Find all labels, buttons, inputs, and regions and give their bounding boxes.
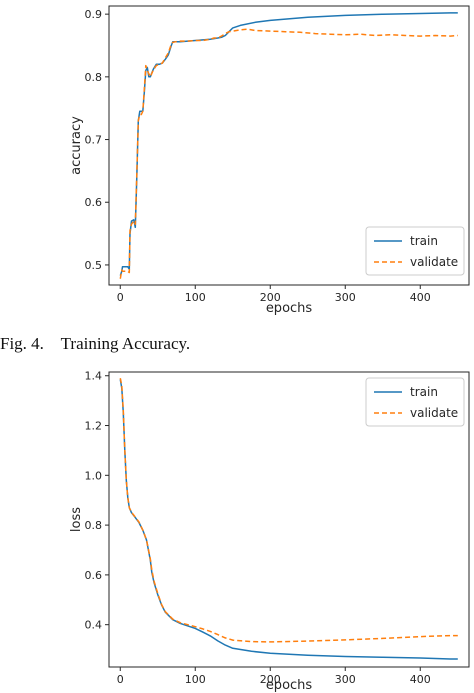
accuracy-ytick-label: 0.5: [85, 259, 103, 272]
loss-ytick-label: 1.4: [85, 370, 103, 383]
loss-axes-frame: [108, 371, 470, 668]
loss-xtick-label: 300: [335, 673, 356, 686]
accuracy-xtick-label: 400: [410, 291, 431, 304]
loss-legend-box: [365, 377, 465, 427]
accuracy-legend-box: [365, 226, 465, 276]
accuracy-ytick-label: 0.9: [85, 8, 103, 21]
loss-legend-label-train: train: [410, 385, 438, 399]
loss-ytick-label: 0.4: [85, 619, 103, 632]
accuracy-series-train: [119, 12, 458, 276]
loss-ytick-label: 0.8: [85, 519, 103, 532]
loss-ytick-label: 1.2: [85, 420, 103, 433]
loss-ytick-label: 1.0: [85, 469, 103, 482]
accuracy-xlabel: epochs: [266, 301, 313, 316]
loss-chart: 0 100 200 300 400 0.4 0.6 0.8 1.0 1.2 1.4 epochs los…: [69, 370, 470, 693]
accuracy-chart: 0 100 200 300 400 0.5 0.6 0.7 0.8 0.9 epochs accura…: [69, 5, 470, 316]
loss-ylabel: loss: [69, 507, 84, 532]
accuracy-xtick-label: 100: [185, 291, 206, 304]
accuracy-xtick-label: 200: [260, 291, 281, 304]
accuracy-ytick-label: 0.6: [85, 196, 103, 209]
loss-xtick-label: 100: [185, 673, 206, 686]
accuracy-series-validate: [119, 28, 458, 279]
loss-xtick-label: 0: [117, 673, 124, 686]
loss-legend: train validate: [365, 377, 465, 427]
accuracy-legend-label-validate: validate: [410, 255, 458, 269]
loss-xtick-label: 200: [260, 673, 281, 686]
accuracy-ytick-label: 0.8: [85, 71, 103, 84]
loss-legend-label-validate: validate: [410, 406, 458, 420]
accuracy-axes-frame: [108, 5, 470, 286]
figure-caption: Fig. 4. Training Accuracy.: [0, 334, 190, 353]
accuracy-legend-label-train: train: [410, 234, 438, 248]
loss-xlabel: epochs: [266, 678, 313, 693]
accuracy-xtick-label: 300: [335, 291, 356, 304]
accuracy-ylabel: accuracy: [69, 116, 84, 175]
loss-xtick-label: 400: [410, 673, 431, 686]
loss-series-validate: [119, 378, 458, 643]
accuracy-ytick-label: 0.7: [85, 134, 103, 147]
loss-ytick-label: 0.6: [85, 569, 103, 582]
accuracy-xtick-label: 0: [117, 291, 124, 304]
accuracy-legend: train validate: [365, 226, 465, 276]
